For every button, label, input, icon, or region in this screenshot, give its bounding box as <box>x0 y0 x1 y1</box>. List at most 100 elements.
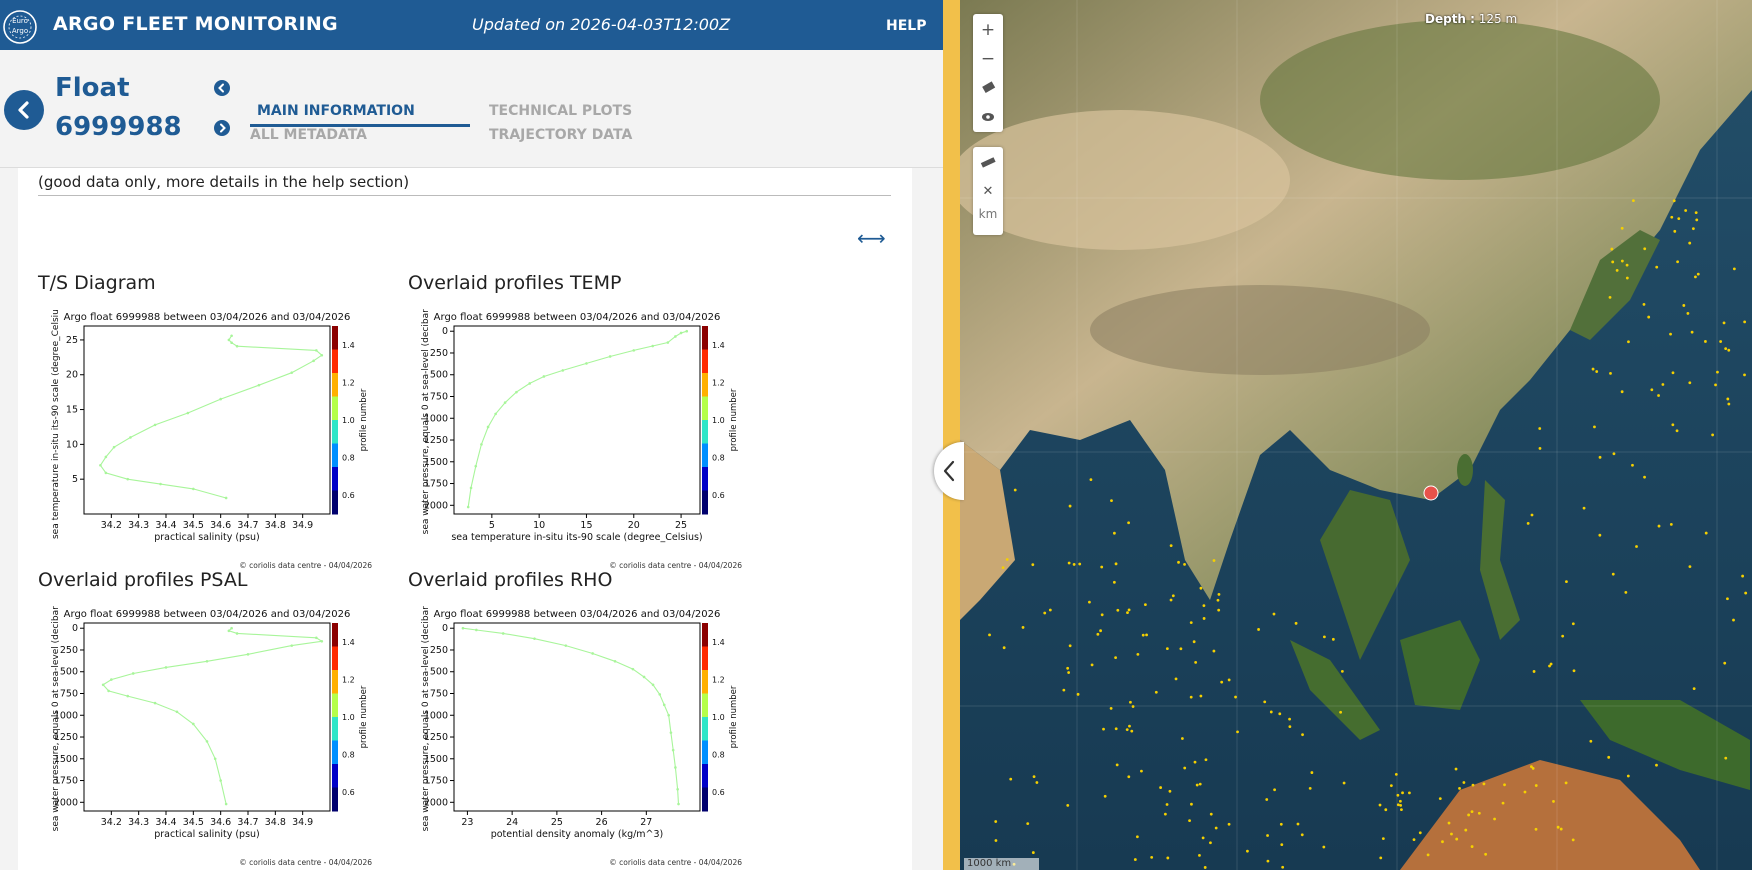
data-point <box>175 710 179 714</box>
colorbar-segment <box>702 764 708 788</box>
data-point <box>126 694 130 698</box>
fleet-float-dot <box>1209 841 1212 845</box>
panel-splitter[interactable] <box>943 0 960 870</box>
fleet-float-dot <box>1696 272 1700 276</box>
colorbar-tick-label: 1.4 <box>712 638 725 647</box>
colorbar-segment <box>332 717 338 741</box>
tab-all-metadata[interactable]: ALL METADATA <box>250 127 368 143</box>
plot-canvas: Argo float 6999988 between 03/04/2026 an… <box>51 606 372 867</box>
fleet-float-dot <box>1744 591 1748 595</box>
temp-profile-plot[interactable]: Argo float 6999988 between 03/04/2026 an… <box>414 309 744 571</box>
colorbar-segment <box>332 623 338 647</box>
fleet-float-dot <box>1471 783 1475 787</box>
fleet-float-dot <box>1657 394 1660 397</box>
plot-frame <box>83 622 331 812</box>
psal-profiles-title: Overlaid profiles PSAL <box>38 569 248 591</box>
collapse-panel-button[interactable] <box>934 442 964 500</box>
fleet-float-dot <box>1438 797 1442 801</box>
y-tick-label: 500 <box>430 370 448 381</box>
fleet-float-dot <box>1694 275 1697 279</box>
fleet-float-dot <box>1598 533 1602 537</box>
km-unit-label[interactable]: km <box>978 207 998 221</box>
colorbar-tick-label: 0.6 <box>342 788 355 797</box>
tab-technical-plots[interactable]: TECHNICAL PLOTS <box>489 103 633 119</box>
depth-label: Depth : <box>1425 12 1475 26</box>
fleet-float-dot <box>1128 724 1131 728</box>
data-point <box>213 757 217 761</box>
data-point <box>631 667 635 671</box>
next-float-button[interactable] <box>214 120 230 136</box>
float-id: 6999988 <box>55 112 182 142</box>
tab-main-information[interactable]: MAIN INFORMATION <box>257 103 415 119</box>
fleet-float-dot <box>1615 268 1619 272</box>
fleet-float-dot <box>1201 836 1205 840</box>
fleet-float-dot <box>1154 690 1158 694</box>
fleet-float-dot <box>1209 812 1213 816</box>
fleet-float-dot <box>1396 803 1400 807</box>
fleet-float-dot <box>1548 664 1551 668</box>
data-point <box>671 748 675 752</box>
ts-diagram-plot[interactable]: Argo float 6999988 between 03/04/2026 an… <box>44 309 374 571</box>
zoom-out-icon[interactable]: − <box>980 49 996 69</box>
fleet-float-dot <box>1342 781 1346 785</box>
colorbar-tick-label: 1.2 <box>342 675 355 684</box>
fleet-float-dot <box>1477 811 1481 815</box>
previous-float-button[interactable] <box>214 80 230 96</box>
fleet-float-dot <box>1549 662 1553 666</box>
colorbar-segment <box>332 443 338 468</box>
back-button[interactable] <box>4 90 44 130</box>
tab-trajectory-data[interactable]: TRAJECTORY DATA <box>489 127 633 143</box>
plot-frame <box>453 622 701 812</box>
fleet-float-dot <box>1189 621 1193 625</box>
fleet-float-dot <box>1743 320 1747 324</box>
fleet-float-dot <box>1301 733 1304 737</box>
fleet-float-dot <box>1572 669 1576 673</box>
fleet-float-dot <box>1534 784 1538 787</box>
colorbar-segment <box>332 396 338 421</box>
eraser-icon[interactable] <box>973 74 1003 102</box>
fleet-float-dot <box>1655 265 1659 269</box>
fleet-float-dot <box>1179 647 1183 651</box>
chevron-left-icon <box>18 101 29 119</box>
fleet-float-dot <box>1127 608 1131 612</box>
x-axis-label: practical salinity (psu) <box>154 532 260 543</box>
data-point <box>651 344 654 348</box>
ruler-icon[interactable] <box>973 149 1003 177</box>
colorbar-label: profile number <box>729 685 739 748</box>
eye-icon[interactable] <box>973 103 1003 131</box>
data-point <box>533 637 536 640</box>
fleet-float-dot <box>1610 247 1614 251</box>
rho-profile-plot[interactable]: Argo float 6999988 between 03/04/2026 an… <box>414 606 744 868</box>
fleet-float-dot <box>1732 267 1736 271</box>
y-tick-label: 1750 <box>54 776 78 787</box>
fleet-float-dot <box>1110 499 1113 503</box>
data-point <box>131 672 135 675</box>
fleet-float-dot <box>1194 660 1198 664</box>
x-tick-label: 34.3 <box>128 817 149 828</box>
data-point <box>613 659 617 663</box>
zoom-in-icon[interactable]: + <box>980 20 996 40</box>
x-tick-label: 34.2 <box>101 520 122 531</box>
fleet-float-dot <box>1195 783 1199 787</box>
float-location-marker[interactable] <box>1423 485 1439 501</box>
map-view[interactable] <box>960 0 1752 870</box>
fleet-float-dot <box>1339 710 1343 714</box>
psal-profile-plot[interactable]: Argo float 6999988 between 03/04/2026 an… <box>44 606 374 868</box>
close-icon[interactable]: ✕ <box>982 184 994 199</box>
fleet-float-dot <box>1450 832 1453 836</box>
colorbar-tick-label: 1.2 <box>342 378 355 387</box>
updated-timestamp: Updated on 2026-04-03T12:00Z <box>472 15 731 34</box>
fleet-float-dot <box>1203 866 1207 869</box>
y-tick-label: 5 <box>72 474 78 485</box>
temp-profiles-title: Overlaid profiles TEMP <box>408 272 622 294</box>
help-button[interactable]: HELP <box>886 18 927 34</box>
x-tick-label: 34.6 <box>210 520 231 531</box>
data-point <box>503 401 507 404</box>
colorbar-tick-label: 1.2 <box>712 675 725 684</box>
fleet-float-dot <box>1072 563 1076 566</box>
y-axis-label: sea water pressure, equals 0 at sea-leve… <box>51 606 61 831</box>
data-point <box>227 629 231 633</box>
expand-horizontal-icon[interactable]: ⟷ <box>857 226 886 250</box>
y-tick-label: 25 <box>66 335 78 346</box>
euro-argo-logo[interactable]: Euro Argo <box>2 5 38 45</box>
